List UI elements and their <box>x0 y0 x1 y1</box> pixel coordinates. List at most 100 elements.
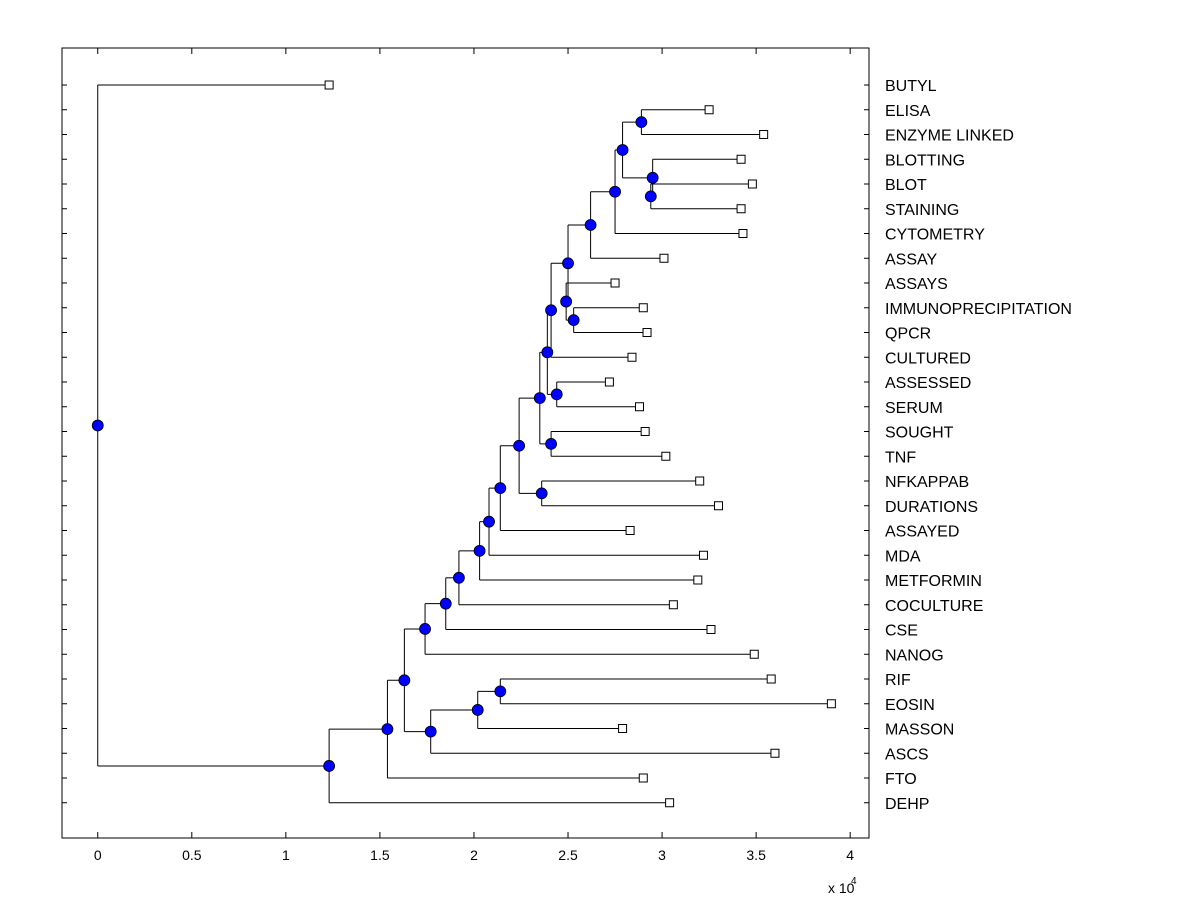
leaf-marker-ascs <box>770 748 780 758</box>
x-tick-label-7: 3.5 <box>746 847 766 863</box>
x-tick-label-3: 1.5 <box>370 847 390 863</box>
leaf-label-enzyme-linked: ENZYME LINKED <box>885 128 1014 145</box>
node-marker-n28 <box>323 760 336 772</box>
leaf-marker-cytometry <box>738 229 748 238</box>
node-marker-n22 <box>419 623 431 635</box>
leaf-marker-enzyme-linked <box>759 130 769 139</box>
x-tick-label-6: 3 <box>658 847 666 863</box>
leaf-label-assessed: ASSESSED <box>885 375 971 392</box>
leaf-marker-assay <box>659 253 669 263</box>
x-scale-exponent: 4 <box>851 876 857 887</box>
node-marker-n10 <box>545 304 557 317</box>
node-marker-n9 <box>562 257 574 270</box>
leaf-label-nanog: NANOG <box>885 647 944 664</box>
node-marker-n4 <box>616 144 629 156</box>
node-marker-n27 <box>381 723 394 736</box>
leaf-marker-blot <box>747 179 757 189</box>
node-marker-n13 <box>545 437 557 450</box>
leaf-label-masson: MASSON <box>885 722 954 739</box>
node-marker-n29 <box>91 419 104 432</box>
leaf-marker-assessed <box>604 377 614 387</box>
node-marker-n25 <box>424 725 437 738</box>
node-marker-n19 <box>473 544 486 557</box>
x-scale-label: x 10 <box>828 880 855 896</box>
leaf-label-cse: CSE <box>885 623 918 640</box>
leaf-label-blot: BLOT <box>885 177 927 194</box>
leaf-marker-tnf <box>661 451 671 461</box>
leaf-marker-metformin <box>693 575 703 585</box>
node-marker-n26 <box>398 674 411 687</box>
leaf-label-mda: MDA <box>885 548 921 565</box>
node-marker-n17 <box>494 482 507 495</box>
leaf-marker-nanog <box>749 649 759 659</box>
x-tick-label-2: 1 <box>282 847 290 863</box>
leaf-marker-blotting <box>736 154 746 164</box>
leaf-label-ascs: ASCS <box>885 746 929 763</box>
node-marker-n7 <box>567 314 580 327</box>
node-marker-n11 <box>550 388 563 401</box>
x-tick-label-0: 0 <box>94 847 102 863</box>
node-marker-n24 <box>471 704 484 716</box>
leaf-marker-eosin <box>826 699 836 709</box>
node-marker-n2 <box>644 190 657 203</box>
node-marker-n15 <box>535 487 548 500</box>
leaf-marker-nfkappab <box>695 476 705 486</box>
node-marker-n12 <box>541 346 554 359</box>
plot-area-frame <box>61 47 870 839</box>
leaf-label-dehp: DEHP <box>885 796 929 813</box>
leaf-label-qpcr: QPCR <box>885 326 931 343</box>
node-marker-n5 <box>609 185 621 198</box>
leaf-marker-rif <box>766 674 776 684</box>
leaf-marker-qpcr <box>642 328 652 337</box>
leaf-marker-masson <box>618 724 628 733</box>
leaf-marker-cultured <box>627 352 637 362</box>
x-tick-label-5: 2.5 <box>558 847 578 863</box>
leaf-marker-elisa <box>704 105 714 115</box>
node-marker-n16 <box>513 439 526 452</box>
leaf-label-butyl: BUTYL <box>885 78 937 95</box>
leaf-label-blotting: BLOTTING <box>885 152 965 169</box>
node-marker-n6 <box>584 219 597 231</box>
leaf-label-assay: ASSAY <box>885 251 938 268</box>
leaf-marker-mda <box>698 550 708 560</box>
node-marker-n21 <box>439 597 452 610</box>
leaf-label-staining: STAINING <box>885 202 959 219</box>
leaf-label-durations: DURATIONS <box>885 499 978 516</box>
x-tick-label-4: 2 <box>470 847 478 863</box>
leaf-marker-fto <box>638 773 648 783</box>
x-tick-label-1: 0.5 <box>182 847 202 863</box>
leaf-label-tnf: TNF <box>885 449 916 466</box>
leaf-labels: BUTYL ELISA ENZYME LINKED BLOTTING BLOT STAIN… <box>885 78 1072 813</box>
leaf-marker-serum <box>635 402 645 412</box>
leaf-label-metformin: METFORMIN <box>885 573 982 590</box>
leaf-label-assayed: ASSAYED <box>885 524 959 541</box>
leaf-label-rif: RIF <box>885 672 911 689</box>
node-marker-n18 <box>483 515 495 528</box>
leaf-marker-coculture <box>668 600 678 610</box>
leaf-marker-immunoprecipitation <box>638 303 648 313</box>
node-marker-n20 <box>453 571 465 584</box>
leaf-label-cultured: CULTURED <box>885 350 971 367</box>
leaf-marker-assayed <box>625 526 635 535</box>
leaf-marker-butyl <box>324 80 334 90</box>
leaf-marker-dehp <box>665 798 675 808</box>
leaf-marker-sought <box>640 427 650 436</box>
leaf-label-elisa: ELISA <box>885 103 931 120</box>
leaf-label-nfkappab: NFKAPPAB <box>885 474 969 491</box>
node-marker-n1 <box>635 116 648 129</box>
node-marker-n3 <box>646 171 659 184</box>
x-tick-label-8: 4 <box>846 847 854 863</box>
leaf-marker-durations <box>714 501 724 511</box>
leaf-label-sought: SOUGHT <box>885 425 954 442</box>
leaf-label-immunoprecipitation: IMMUNOPRECIPITATION <box>885 301 1072 318</box>
y-axis-ticks <box>62 84 869 804</box>
node-marker-n8 <box>560 295 573 308</box>
leaf-label-eosin: EOSIN <box>885 697 935 714</box>
leaf-marker-cse <box>706 625 716 634</box>
leaf-marker-assays <box>610 278 620 288</box>
node-marker-n14 <box>533 392 546 404</box>
x-axis-ticks: 0 0.5 1 1.5 2 2.5 3 3.5 4 <box>94 48 854 863</box>
leaf-label-coculture: COCULTURE <box>885 598 983 615</box>
leaf-marker-staining <box>736 204 746 214</box>
